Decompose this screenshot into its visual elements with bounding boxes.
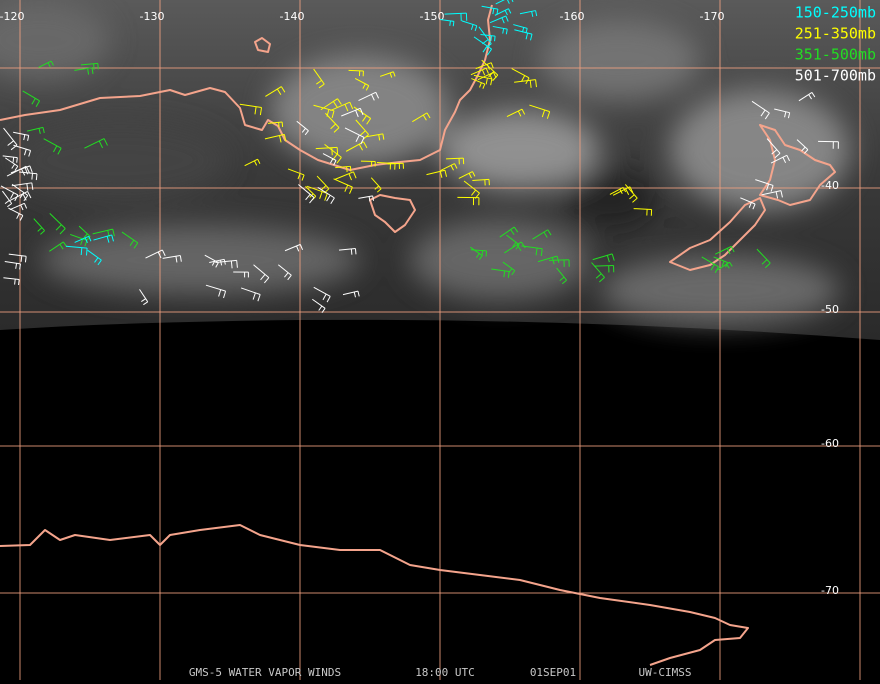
legend-entry: 150-250mb (795, 4, 876, 22)
wind-barb (349, 70, 364, 71)
wind-barb-flag (32, 173, 33, 179)
longitude-label: -160 (560, 10, 585, 23)
legend-entry: 501-700mb (795, 67, 876, 85)
wind-barb-flag (491, 36, 492, 41)
wind-barb-flag (355, 249, 356, 255)
wind-barb-flag (19, 279, 20, 285)
longitude-label: -140 (280, 10, 305, 23)
wind-barb-flag (495, 36, 496, 41)
latitude-label: -50 (821, 303, 839, 316)
wind-barb-flag (86, 248, 87, 255)
footer-text: 01SEP01 (530, 666, 576, 679)
wind-barb-flag (36, 174, 37, 180)
longitude-label: -130 (140, 10, 165, 23)
legend-entry: 351-500mb (795, 46, 876, 64)
wind-barb-flag (17, 158, 18, 163)
footer-text: 18:00 UTC (415, 666, 475, 679)
longitude-label: -150 (420, 10, 445, 23)
latitude-label: -70 (821, 584, 839, 597)
footer-text: UW-CIMSS (639, 666, 692, 679)
wind-barb-flag (15, 279, 16, 285)
wind-barb-flag (453, 21, 454, 26)
wind-barb-flag (81, 248, 82, 255)
longitude-label: -120 (0, 10, 24, 23)
longitude-label: -170 (700, 10, 725, 23)
wind-barb-flag (450, 21, 451, 26)
wind-barb (594, 266, 613, 267)
wind-barb (549, 260, 569, 261)
latitude-label: -60 (821, 437, 839, 450)
legend-entry: 251-350mb (795, 25, 876, 43)
wind-barb-flag (351, 249, 352, 255)
footer-text: GMS-5 WATER VAPOR WINDS (189, 666, 341, 679)
wind-barb-flag (13, 157, 14, 162)
